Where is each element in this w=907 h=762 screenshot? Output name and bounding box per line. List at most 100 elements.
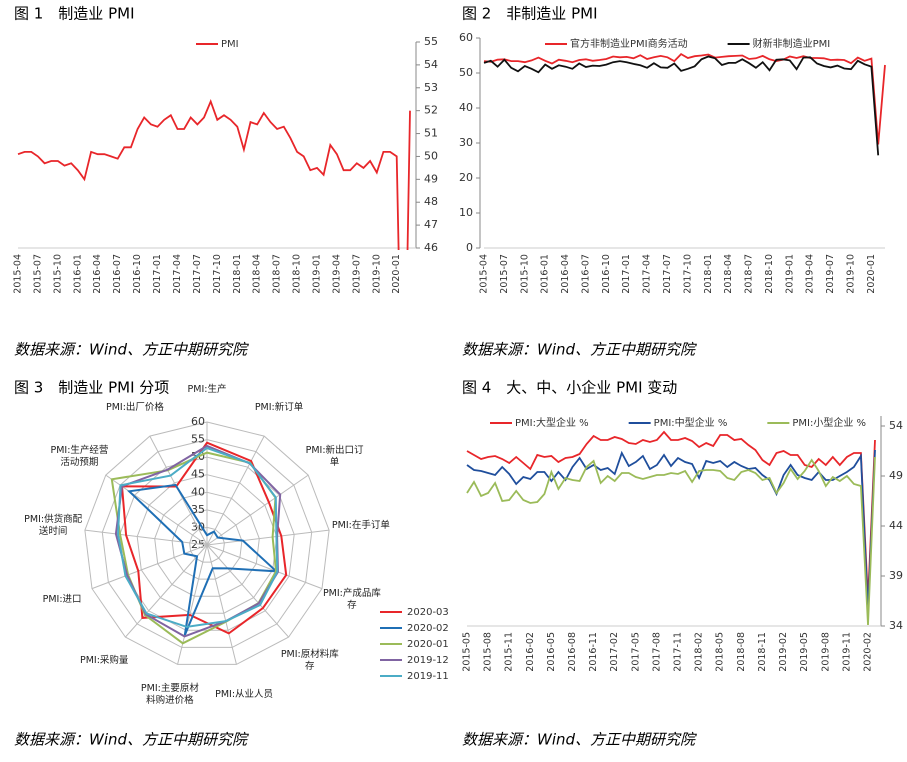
y-tick-label: 10: [459, 206, 473, 219]
x-tick-label: 2015-10: [52, 254, 63, 294]
y-tick-label: 54: [424, 58, 438, 71]
grid-ring: [84, 421, 330, 665]
axis-label: PMI:主要原材料购进价格: [140, 683, 199, 707]
y-tick-label: 0: [466, 241, 473, 254]
series-line: [116, 446, 279, 628]
series-line: [17, 99, 411, 250]
source-note: 数据来源：Wind、方正中期研究院: [462, 341, 697, 359]
axis-label: PMI:原材料库存: [280, 649, 339, 673]
chart-title: 图 2 非制造业 PMI: [462, 5, 598, 23]
legend-label: PMI:中型企业 %: [654, 416, 728, 429]
x-tick-label: 2017-01: [621, 254, 632, 294]
axis-label: PMI:在手订单: [331, 520, 390, 532]
chart-title: 图 3 制造业 PMI 分项: [14, 379, 169, 397]
x-tick-label: 2017-04: [172, 254, 183, 294]
axis-label: PMI:出厂价格: [105, 401, 164, 413]
x-tick-label: 2015-11: [504, 632, 515, 672]
spoke: [91, 544, 208, 590]
spoke: [177, 544, 208, 665]
x-tick-label: 2018-01: [232, 254, 243, 294]
axis-label: PMI:生产: [187, 384, 227, 395]
x-tick-label: 2016-11: [588, 632, 599, 672]
axis-label: PMI:从业人员: [215, 689, 274, 701]
x-tick-label: 2016-10: [132, 254, 143, 294]
x-tick-label: 2017-07: [192, 254, 203, 294]
y-tick-label: 44: [889, 519, 903, 532]
x-tick-label: 2018-08: [736, 632, 747, 672]
x-tick-label: 2017-02: [609, 632, 620, 672]
grid-ring: [101, 439, 313, 648]
legend-label: 2020-01: [407, 639, 449, 650]
x-tick-label: 2015-04: [13, 254, 24, 294]
x-tick-label: 2020-01: [391, 254, 402, 294]
spoke: [206, 544, 237, 665]
legend-label: PMI:大型企业 %: [515, 416, 589, 429]
x-tick-label: 2016-04: [92, 254, 103, 294]
y-tick-label: 39: [889, 569, 903, 582]
x-tick-label: 2019-01: [784, 254, 795, 294]
source-note: 数据来源：Wind、方正中期研究院: [462, 731, 697, 749]
series-line: [466, 430, 876, 601]
chart-title: 图 4 大、中、小企业 PMI 变动: [462, 379, 677, 397]
legend-label: 2019-11: [407, 671, 449, 682]
legend-label: 官方非制造业PMI商务活动: [570, 37, 688, 50]
x-tick-label: 2019-01: [311, 254, 322, 294]
x-tick-label: 2019-08: [820, 632, 831, 672]
x-tick-label: 2016-07: [580, 254, 591, 294]
y-tick-label: 34: [889, 619, 903, 632]
spoke: [125, 544, 208, 638]
x-tick-label: 2018-01: [703, 254, 714, 294]
y-tick-label: 47: [424, 218, 438, 231]
x-tick-label: 2018-04: [723, 254, 734, 294]
legend-label: 2019-12: [407, 655, 449, 666]
x-tick-label: 2019-10: [846, 254, 857, 294]
grid-ring: [136, 474, 278, 614]
chart-title: 图 1 制造业 PMI: [14, 5, 135, 23]
x-tick-label: 2016-02: [525, 632, 536, 672]
spoke: [206, 544, 289, 638]
x-tick-label: 2017-05: [630, 632, 641, 672]
x-tick-label: 2019-10: [371, 254, 382, 294]
r-tick-label: 60: [191, 415, 205, 428]
y-tick-label: 46: [424, 241, 438, 254]
axis-label: PMI:供货商配送时间: [24, 514, 83, 538]
legend-label: PMI: [221, 39, 239, 50]
r-tick-label: 35: [191, 503, 205, 516]
legend-label: 2020-03: [407, 607, 449, 618]
x-tick-label: 2018-10: [764, 254, 775, 294]
y-tick-label: 60: [459, 31, 473, 44]
x-tick-label: 2018-11: [757, 632, 768, 672]
legend-label: 2020-02: [407, 623, 449, 634]
grid-ring: [154, 491, 260, 597]
y-tick-label: 49: [424, 172, 438, 185]
source-note: 数据来源：Wind、方正中期研究院: [14, 731, 249, 749]
r-tick-label: 55: [191, 433, 205, 446]
legend-label: PMI:小型企业 %: [792, 416, 866, 429]
x-tick-label: 2017-07: [662, 254, 673, 294]
x-tick-label: 2018-05: [715, 632, 726, 672]
x-tick-label: 2018-04: [252, 254, 263, 294]
series-line: [483, 52, 886, 145]
axis-label: PMI:生产经营活动预期: [50, 444, 109, 468]
y-tick-label: 20: [459, 171, 473, 184]
axis-label: PMI:产成品库存: [322, 587, 381, 611]
x-tick-label: 2016-07: [112, 254, 123, 294]
x-tick-label: 2020-01: [866, 254, 877, 294]
x-tick-label: 2019-04: [331, 254, 342, 294]
x-tick-label: 2016-04: [560, 254, 571, 294]
x-tick-label: 2019-02: [778, 632, 789, 672]
x-tick-label: 2017-11: [673, 632, 684, 672]
x-tick-label: 2018-07: [744, 254, 755, 294]
y-tick-label: 40: [459, 101, 473, 114]
y-tick-label: 54: [889, 419, 903, 432]
x-tick-label: 2015-08: [483, 632, 494, 672]
series-line: [466, 456, 876, 626]
x-tick-label: 2015-07: [32, 254, 43, 294]
spoke: [206, 529, 330, 546]
x-tick-label: 2019-11: [841, 632, 852, 672]
y-tick-label: 51: [424, 127, 438, 140]
axis-label: PMI:新出口订单: [305, 444, 364, 468]
axis-label: PMI:采购量: [79, 655, 129, 667]
spoke: [84, 529, 208, 546]
x-tick-label: 2019-05: [799, 632, 810, 672]
